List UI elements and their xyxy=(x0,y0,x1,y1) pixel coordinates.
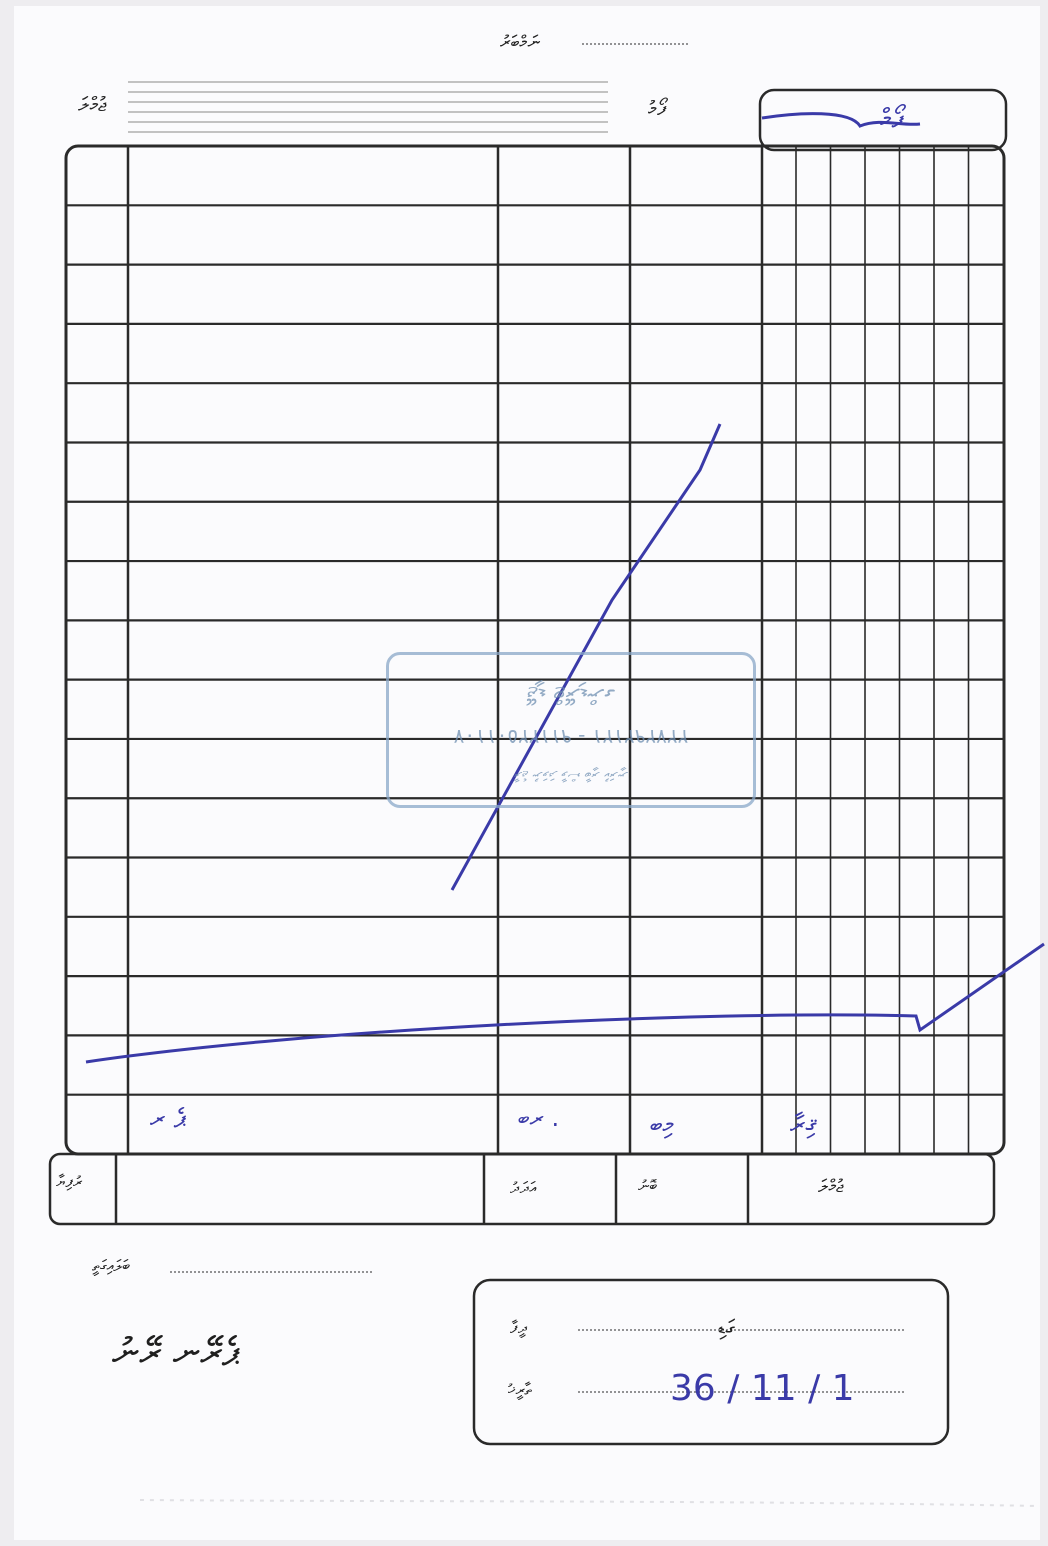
date-box-label-top-right: ދީފާ xyxy=(510,1318,527,1337)
totals-col-b-label: ބޮނު xyxy=(638,1176,658,1195)
date-box xyxy=(472,1278,950,1446)
handwritten-total-d: ޤިރާ xyxy=(790,1110,816,1140)
totals-col-d-label: ޖުމްލަ xyxy=(818,1176,844,1197)
handwritten-total-a: ޕެ ރ xyxy=(150,1104,187,1134)
handwritten-total-b: ރބ . xyxy=(518,1104,560,1132)
stamp-line-2: ٩١١٢٢٥٠١١٠٧ - ٢٢٧٢٩٢١٢١ xyxy=(453,725,689,749)
recipient-label: ބަލައިގަތީ xyxy=(92,1256,131,1275)
paper-sheet xyxy=(14,6,1040,1540)
handwritten-form-number: ފޯމް xyxy=(880,104,904,134)
totals-row-box xyxy=(48,1152,996,1226)
stamp-line-3: ރާޖެ ނުވަދަ ވާސް ބާރީ ކުރަނީ xyxy=(514,767,628,783)
company-stamp: ޖޭޑީ ޓްރޭޑިންގ ٩١١٢٢٥٠١١٠٧ - ٢٢٧٢٩٢١٢١ ރ… xyxy=(386,652,756,808)
header-left-label: ޖުމްލަ xyxy=(78,92,107,116)
main-table-border xyxy=(64,144,1006,1156)
pen-bottom-strike xyxy=(85,942,1045,1064)
handwritten-date: 36 / 11 / 1 xyxy=(670,1368,855,1409)
pen-stroke-header xyxy=(761,112,921,128)
totals-col-c-label: އަދަދު xyxy=(510,1178,537,1197)
top-number-label: ނަމްބަރު xyxy=(500,32,540,53)
header-number-box xyxy=(758,88,1008,152)
pen-diagonal-strike xyxy=(450,423,722,891)
perforation-line xyxy=(139,1499,1041,1507)
date-box-label-top: ގަޑި xyxy=(718,1316,736,1341)
signature-handwritten: ޕެރޭނ ރޭނު xyxy=(112,1330,238,1374)
header-right-label: ފޯމު xyxy=(648,96,666,120)
stamp-line-1: ޖޭޑީ ޓްރޭޑިންގ xyxy=(527,681,615,709)
handwritten-total-c: މިބ xyxy=(650,1110,675,1140)
totals-col-a-label: ރުފިޔާ xyxy=(56,1172,82,1191)
date-box-label-bottom: ތާރީޚު xyxy=(508,1380,532,1399)
